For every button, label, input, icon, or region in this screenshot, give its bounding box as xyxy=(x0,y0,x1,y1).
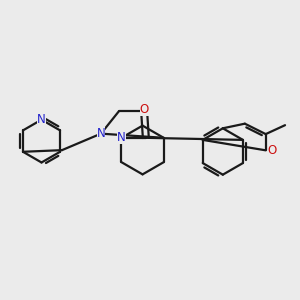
Text: O: O xyxy=(140,103,149,116)
Text: N: N xyxy=(97,127,105,140)
Text: N: N xyxy=(37,113,46,126)
Text: N: N xyxy=(117,131,126,144)
Text: O: O xyxy=(268,144,277,157)
